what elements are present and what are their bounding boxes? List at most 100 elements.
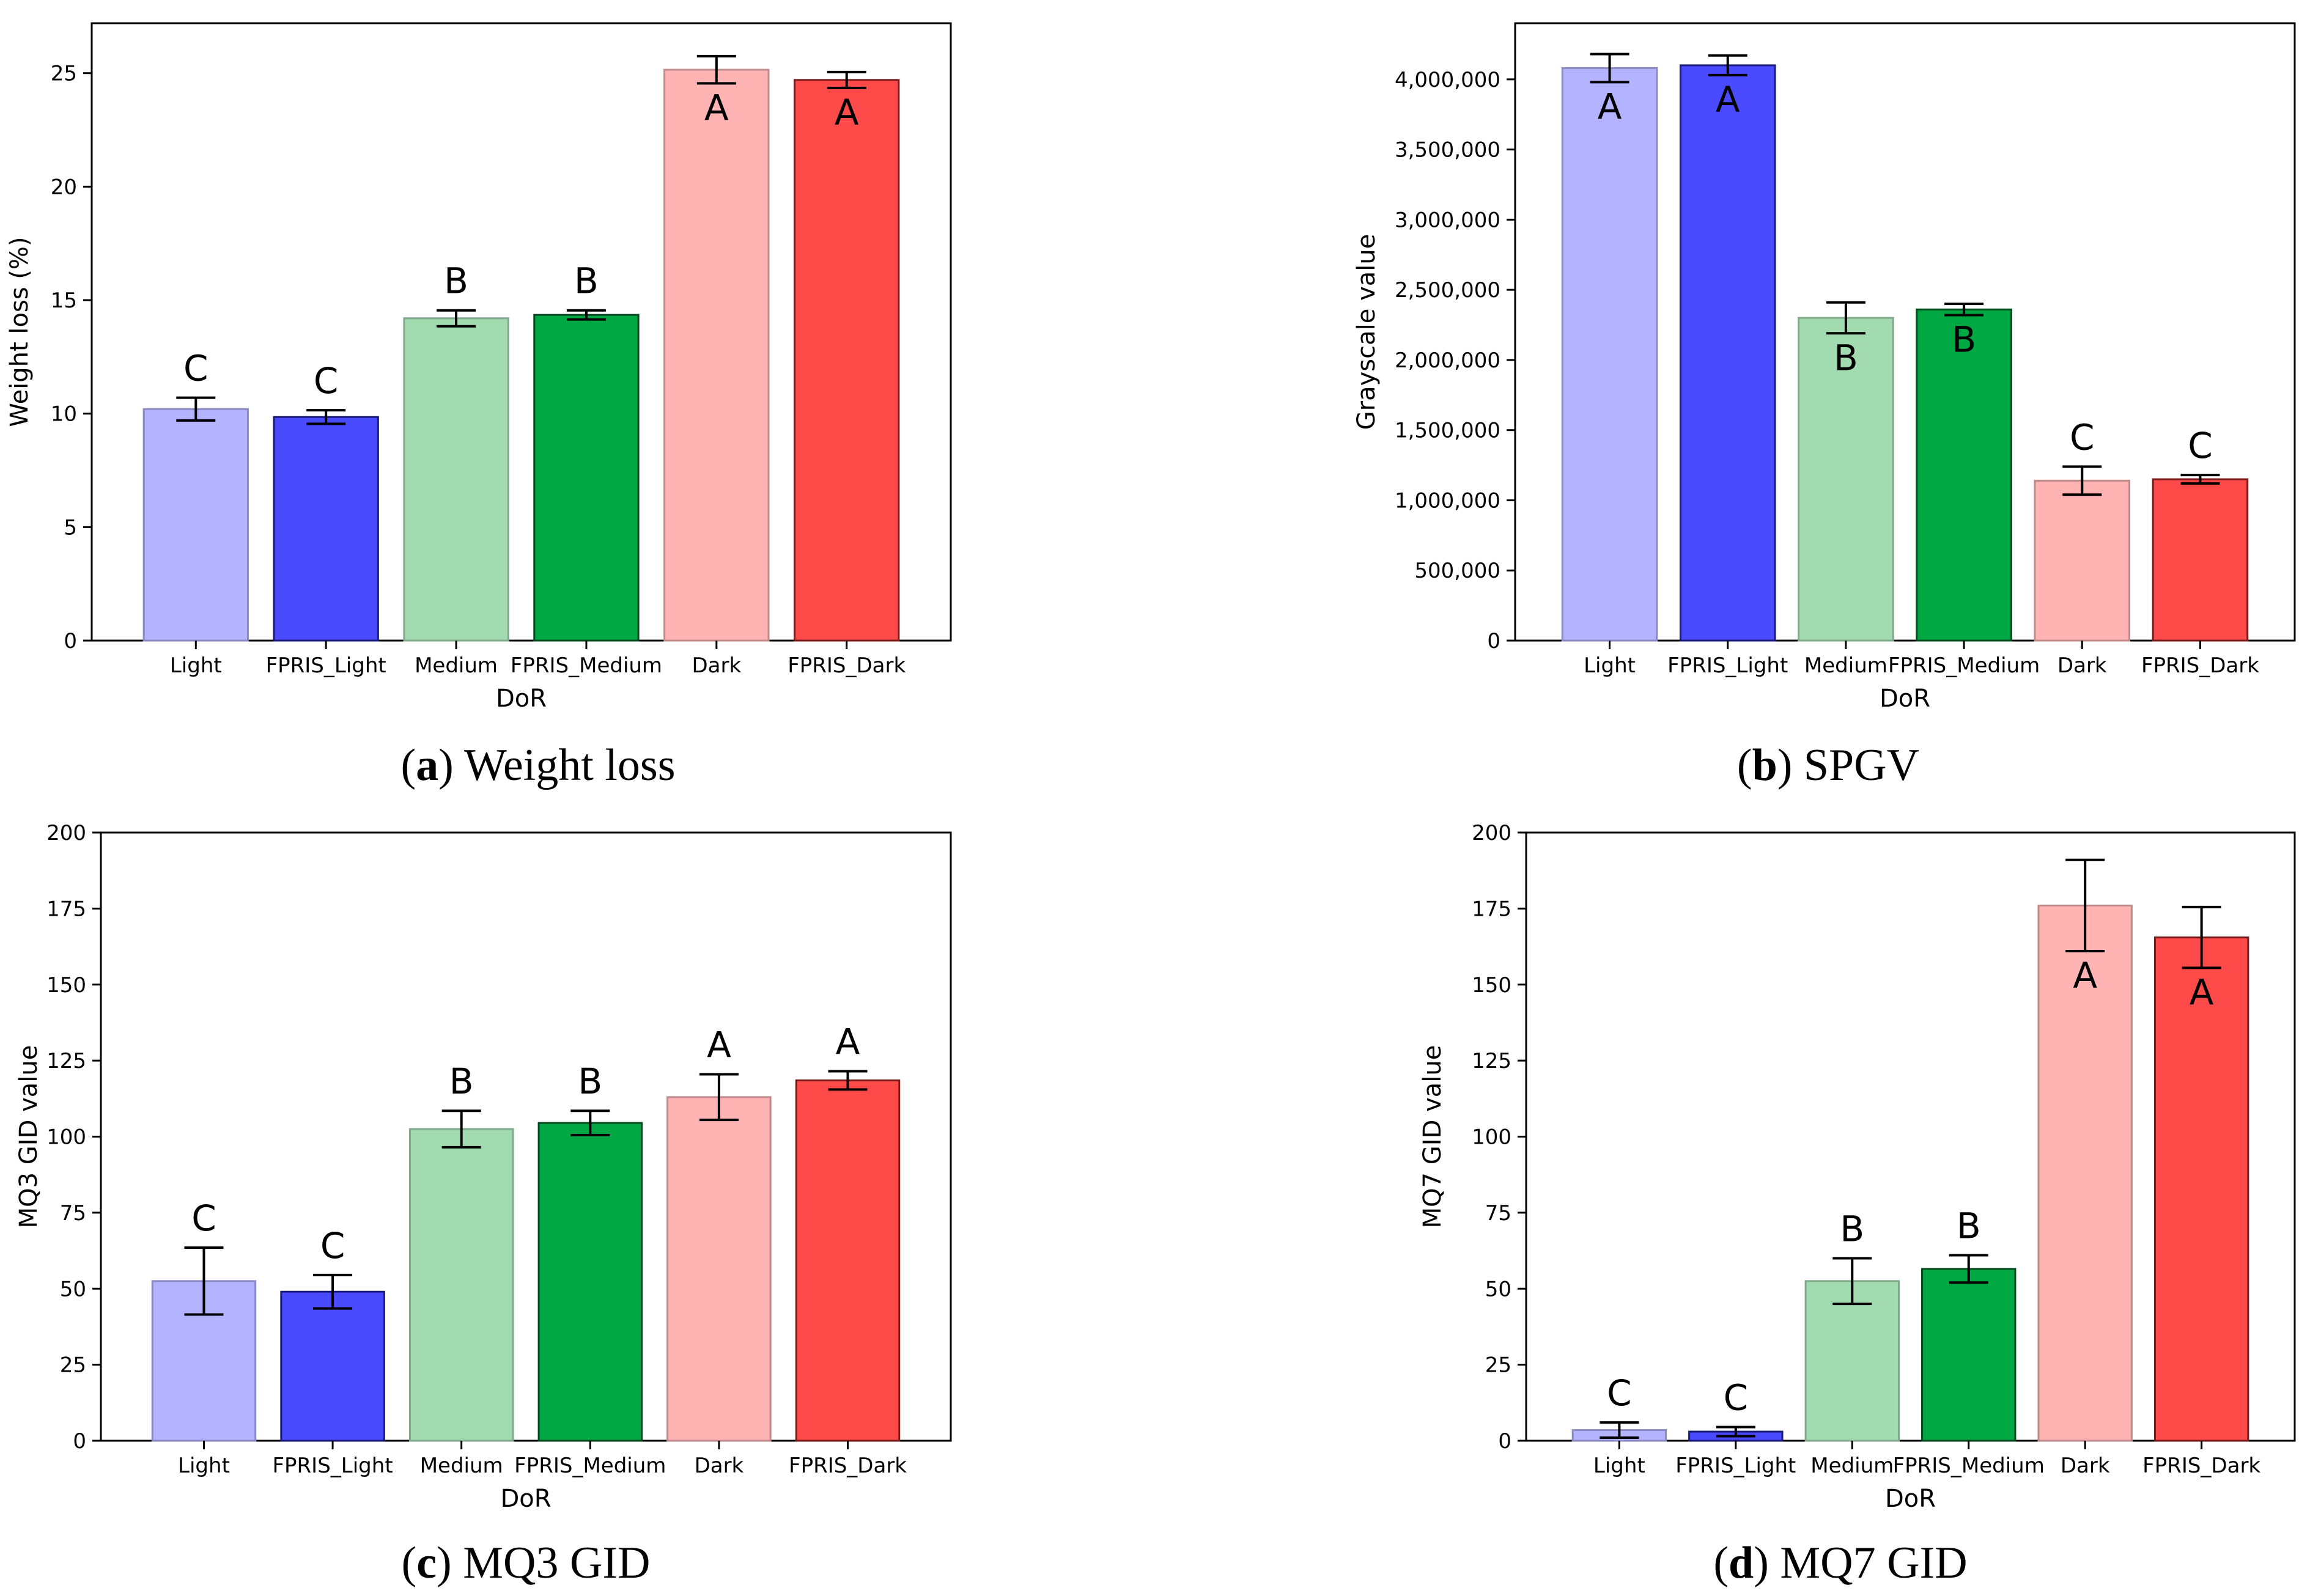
chart-d-bar [2037,904,2133,1442]
caption-a: (a) Weight loss [400,740,676,790]
chart-d-xtick-label: FPRIS_Light [1675,1454,1796,1478]
chart-d-group-label: B [1840,1208,1864,1250]
chart-b-ytick-label: 3,500,000 [1395,138,1500,163]
chart-d-ytick-label: 100 [1472,1125,1511,1150]
chart-c-ytick-label: 0 [73,1429,86,1454]
chart-c-ytick-label: 175 [46,897,86,921]
chart-c-group-label: A [707,1024,731,1066]
chart-a-ytick-label: 20 [51,175,77,199]
chart-d-xtick-label: Light [1593,1454,1645,1478]
chart-b-bar [2152,478,2249,642]
chart-b-xtick-label: Medium [1804,653,1887,678]
chart-a-group-label: B [444,260,468,302]
chart-b-xtick-label: FPRIS_Light [1667,653,1788,678]
chart-a-xtick-label: FPRIS_Light [266,653,386,678]
chart-d-xtick-label: Medium [1810,1454,1894,1478]
chart-a-bar [403,317,509,642]
chart-b-bar [1798,317,1894,642]
chart-c-svg: 0 25 50 75 100 125 150 175 200 Light C FPRIS_Light C… [15,821,952,1513]
chart-b-xtick-label: Dark [2057,653,2107,678]
chart-a-svg: 0 5 10 15 20 25 Light C FPRIS_Light C Medium B FPRIS… [6,22,952,713]
chart-a-group-label: B [574,260,599,302]
caption-a-text: Weight loss [463,740,676,790]
chart-panel-c: 0 25 50 75 100 125 150 175 200 Light C FPRIS_Light C… [0,801,991,1516]
chart-a-group-label: A [704,87,729,128]
chart-c-xlabel: DoR [500,1485,551,1513]
caption-a-letter: a [416,740,439,790]
chart-c-marks: 0 25 50 75 100 125 150 175 200 Light C FPRIS_Light C… [15,821,952,1513]
chart-a-ytick-label: 15 [51,289,77,313]
chart-c-xtick-label: FPRIS_Dark [789,1454,907,1478]
caption-d-letter: d [1729,1538,1754,1588]
chart-a-ytick-label: 25 [51,62,77,86]
chart-c-group-label: C [191,1197,216,1239]
chart-c-ytick-label: 75 [60,1201,86,1226]
chart-c-ytick-label: 150 [46,973,86,998]
chart-a-xtick-label: Light [170,653,222,678]
chart-c-ytick-label: 100 [46,1125,86,1150]
chart-b-ytick-label: 500,000 [1414,559,1500,583]
chart-b-ytick-label: 2,500,000 [1395,278,1500,303]
chart-b-ylabel: Grayscale value [1352,234,1381,430]
chart-c-ytick-label: 200 [46,821,86,845]
chart-d-xtick-label: FPRIS_Dark [2142,1454,2260,1478]
chart-c-xtick-label: Dark [695,1454,744,1478]
chart-c-xtick-label: Light [178,1454,230,1478]
chart-d-svg: 0 25 50 75 100 125 150 175 200 Light C FPRIS_Light C… [1419,821,2296,1513]
chart-b-ytick-label: 1,500,000 [1395,419,1500,443]
chart-d-group-label: C [1607,1372,1632,1414]
chart-d-bar [1804,1280,1900,1442]
chart-c-bar [537,1122,643,1442]
chart-b-xtick-label: FPRIS_Dark [2141,653,2259,678]
chart-d-marks: 0 25 50 75 100 125 150 175 200 Light C FPRIS_Light C… [1419,821,2296,1513]
chart-b-ytick-label: 3,000,000 [1395,208,1500,232]
chart-d-ytick-label: 75 [1485,1201,1511,1226]
chart-b-group-label: B [1952,318,1976,360]
chart-a-frame [90,22,952,642]
chart-a-group-label: A [835,92,859,133]
caption-b-text: SPGV [1803,740,1920,790]
chart-d-group-label: A [2190,971,2214,1013]
chart-a-bar [533,314,640,642]
chart-a-ytick-label: 5 [64,515,77,540]
chart-a-group-label: C [314,360,339,402]
chart-b-xlabel: DoR [1880,685,1930,713]
chart-b-marks: 0 500,000 1,000,000 1,500,000 2,000,000 2,500… [1352,22,2296,713]
chart-d-xtick-label: FPRIS_Medium [1893,1454,2045,1478]
chart-c-ytick-label: 50 [60,1277,86,1301]
chart-a-xtick-label: FPRIS_Dark [788,653,906,678]
chart-a-ylabel: Weight loss (%) [6,237,34,427]
chart-d-group-label: C [1724,1377,1749,1419]
chart-a-xtick-label: Medium [415,653,498,678]
chart-c-ylabel: MQ3 GID value [15,1045,43,1229]
chart-b-ytick-label: 2,000,000 [1395,348,1500,373]
chart-c-bar [795,1079,901,1442]
chart-a-bar [142,408,249,642]
chart-d-ylabel: MQ7 GID value [1419,1045,1447,1229]
chart-b-ytick-label: 0 [1487,629,1500,653]
chart-panel-d: 0 25 50 75 100 125 150 175 200 Light C FPRIS_Light C… [1319,801,2310,1516]
chart-a-marks: 0 5 10 15 20 25 Light C FPRIS_Light C Medium B FPRIS… [6,22,952,713]
caption-c-text: MQ3 GID [463,1538,651,1588]
caption-c-letter: c [416,1538,437,1588]
chart-c-ytick-label: 25 [60,1353,86,1378]
chart-c-xtick-label: FPRIS_Light [273,1454,393,1478]
caption-d-text: MQ7 GID [1780,1538,1968,1588]
chart-d-ytick-label: 0 [1498,1429,1511,1454]
chart-d-bar [2153,936,2249,1442]
chart-d-ytick-label: 125 [1472,1049,1511,1073]
chart-d-xtick-label: Dark [2061,1454,2110,1478]
chart-b-xtick-label: Light [1584,653,1636,678]
chart-c-ytick-label: 125 [46,1049,86,1073]
chart-b-bar [2034,479,2131,642]
chart-c-group-label: C [320,1225,345,1267]
chart-b-xtick-label: FPRIS_Medium [1888,653,2040,678]
chart-a-xtick-label: FPRIS_Medium [511,653,662,678]
chart-d-ytick-label: 50 [1485,1277,1511,1301]
caption-d: (d) MQ7 GID [1713,1538,1968,1588]
chart-b-bar [1916,308,2012,642]
chart-b-frame [1514,22,2296,642]
chart-b-ytick-label: 1,000,000 [1395,488,1500,513]
chart-d-group-label: B [1957,1205,1981,1247]
chart-d-ytick-label: 200 [1472,821,1511,845]
